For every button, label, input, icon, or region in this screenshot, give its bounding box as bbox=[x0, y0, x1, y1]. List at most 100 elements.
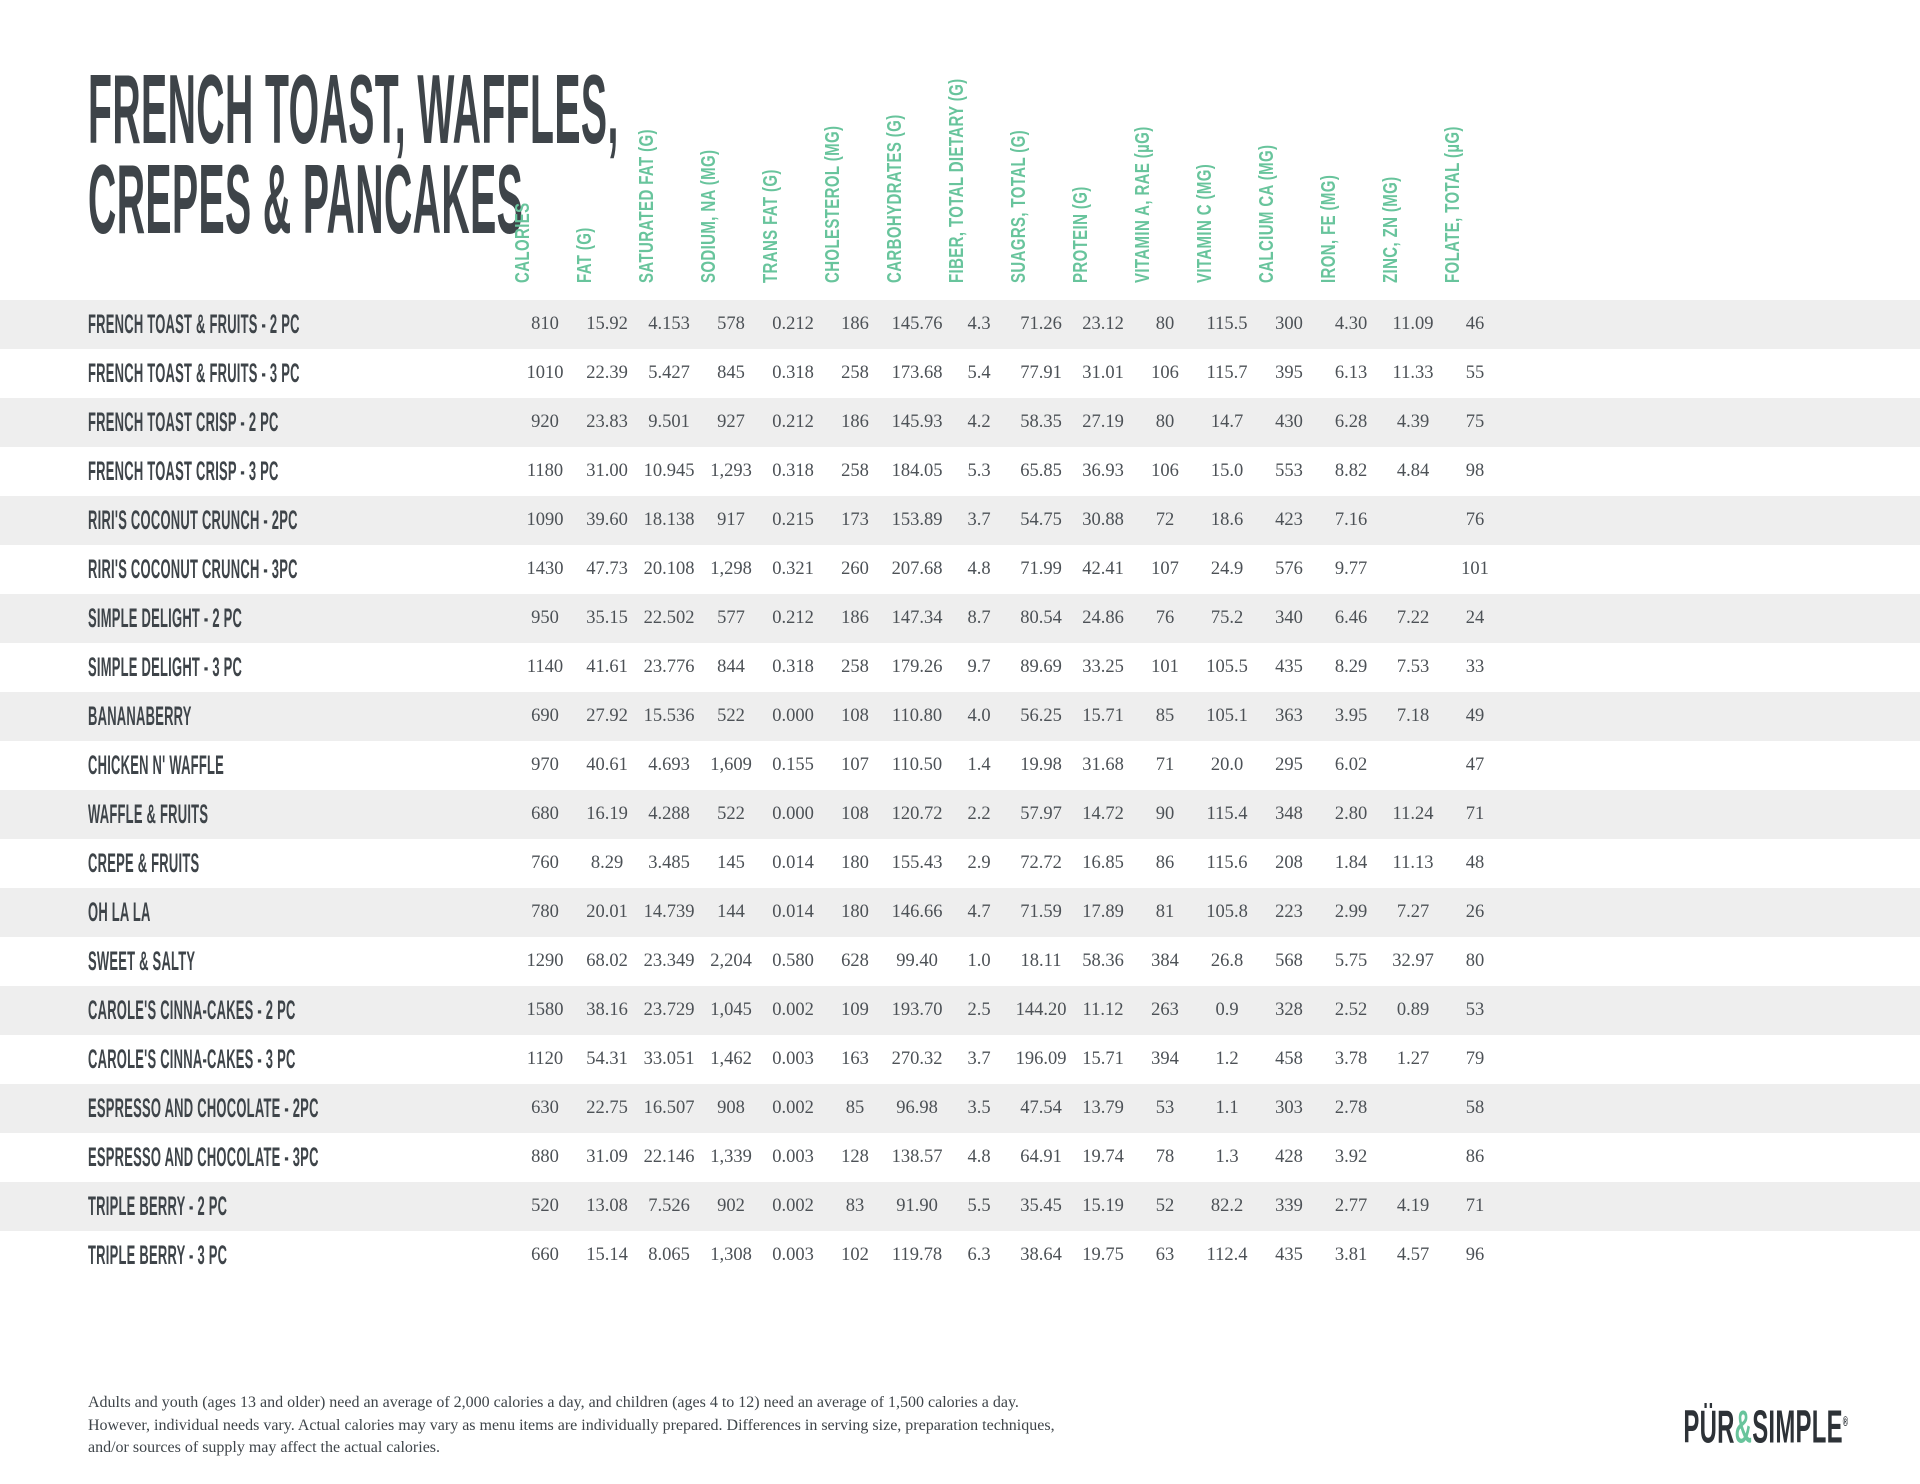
nutrition-value-cell: 38.64 bbox=[1020, 1245, 1062, 1265]
nutrition-value-cell: 20.01 bbox=[586, 902, 628, 922]
nutrition-value-cell: 207.68 bbox=[891, 559, 943, 579]
nutrition-value-cell: 1,308 bbox=[710, 1245, 752, 1265]
nutrition-value-cell: 52 bbox=[1155, 1196, 1175, 1216]
menu-item-name: FRENCH TOAST CRISP - 2 PC bbox=[0, 407, 514, 438]
nutrition-value-cell: 0.212 bbox=[772, 412, 814, 432]
table-row: FRENCH TOAST CRISP - 2 PC 920 23.83 9.501 92… bbox=[0, 398, 1920, 447]
nutrition-value-cell: 33.25 bbox=[1082, 657, 1124, 677]
column-header-label: FOLATE, TOTAL (µG) bbox=[1442, 126, 1464, 283]
nutrition-value-cell: 295 bbox=[1275, 755, 1303, 775]
menu-item-name: ESPRESSO AND CHOCOLATE - 3PC bbox=[0, 1142, 514, 1173]
menu-item-name: CHICKEN N' WAFFLE bbox=[0, 750, 514, 781]
nutrition-value-cell: 58 bbox=[1465, 1098, 1485, 1118]
nutrition-value-cell: 16.19 bbox=[586, 804, 628, 824]
nutrition-value-cell: 1120 bbox=[526, 1049, 564, 1069]
menu-item-name-text: CAROLE'S CINNA-CAKES - 3 PC bbox=[88, 1044, 296, 1074]
nutrition-value-cell: 110.80 bbox=[891, 706, 943, 726]
menu-item-name-text: TRIPLE BERRY - 3 PC bbox=[88, 1240, 228, 1270]
nutrition-value-cell: 348 bbox=[1275, 804, 1303, 824]
nutrition-value-cell: 54.75 bbox=[1020, 510, 1062, 530]
brand-logo: PÜR&SIMPLE® bbox=[1683, 1398, 1848, 1449]
nutrition-value-cell: 4.7 bbox=[967, 902, 991, 922]
nutrition-value-cell: 138.57 bbox=[891, 1147, 943, 1167]
nutrition-value-cell: 258 bbox=[841, 461, 869, 481]
page-title: FRENCH TOAST, WAFFLES, CREPES & PANCAKES bbox=[88, 60, 619, 248]
table-body: FRENCH TOAST & FRUITS - 2 PC 810 15.92 4.15… bbox=[0, 300, 1920, 1280]
menu-item-name: FRENCH TOAST & FRUITS - 3 PC bbox=[0, 358, 514, 389]
nutrition-value-cell: 3.5 bbox=[967, 1098, 991, 1118]
nutrition-value-cell: 0.000 bbox=[772, 804, 814, 824]
column-header-cell: TRANS FAT (G) bbox=[760, 56, 824, 283]
nutrition-value-cell: 430 bbox=[1275, 412, 1303, 432]
nutrition-value-cell: 328 bbox=[1275, 1000, 1303, 1020]
nutrition-value-cell: 1.0 bbox=[967, 951, 991, 971]
nutrition-value-cell: 0.002 bbox=[772, 1196, 814, 1216]
nutrition-value-cell: 927 bbox=[717, 412, 745, 432]
nutrition-value-cell: 23.776 bbox=[643, 657, 695, 677]
nutrition-value-cell: 98 bbox=[1465, 461, 1485, 481]
nutrition-value-cell: 147.34 bbox=[891, 608, 943, 628]
nutrition-value-cell: 96 bbox=[1465, 1245, 1485, 1265]
nutrition-value-cell: 22.146 bbox=[643, 1147, 695, 1167]
nutrition-value-cell: 522 bbox=[717, 706, 745, 726]
nutrition-value-cell: 193.70 bbox=[891, 1000, 943, 1020]
menu-item-name-text: FRENCH TOAST CRISP - 2 PC bbox=[88, 407, 279, 437]
nutrition-value-cell: 2.52 bbox=[1334, 1000, 1368, 1020]
nutrition-value-cell: 48 bbox=[1465, 853, 1485, 873]
nutrition-value-cell: 24.86 bbox=[1082, 608, 1124, 628]
nutrition-value-cell: 55 bbox=[1465, 363, 1485, 383]
brand-logo-pur: PÜR bbox=[1682, 1400, 1735, 1453]
table-row: SWEET & SALTY 1290 68.02 23.349 2,204 0.580 62… bbox=[0, 937, 1920, 986]
nutrition-value-cell: 4.39 bbox=[1396, 412, 1430, 432]
nutrition-value-cell: 107 bbox=[1151, 559, 1179, 579]
menu-item-name: ESPRESSO AND CHOCOLATE - 2PC bbox=[0, 1093, 514, 1124]
nutrition-value-cell: 17.89 bbox=[1082, 902, 1124, 922]
column-header-label: CARBOHYDRATES (G) bbox=[884, 114, 906, 283]
calorie-disclaimer: Adults and youth (ages 13 and older) nee… bbox=[88, 1394, 1055, 1457]
menu-item-name: FRENCH TOAST & FRUITS - 2 PC bbox=[0, 309, 514, 340]
nutrition-value-cell: 106 bbox=[1151, 363, 1179, 383]
nutrition-value-cell: 880 bbox=[531, 1147, 559, 1167]
nutrition-value-cell: 47.54 bbox=[1020, 1098, 1062, 1118]
nutrition-value-cell: 71.26 bbox=[1020, 314, 1062, 334]
nutrition-value-cell: 0.318 bbox=[772, 363, 814, 383]
menu-item-name: SIMPLE DELIGHT - 2 PC bbox=[0, 603, 514, 634]
column-header-cell: FAT (G) bbox=[574, 56, 638, 283]
nutrition-value-cell: 1580 bbox=[526, 1000, 564, 1020]
nutrition-value-cell: 0.014 bbox=[772, 902, 814, 922]
nutrition-value-cell: 16.507 bbox=[643, 1098, 695, 1118]
nutrition-value-cell: 4.8 bbox=[967, 1147, 991, 1167]
nutrition-value-cell: 394 bbox=[1151, 1049, 1179, 1069]
nutrition-value-cell: 186 bbox=[841, 412, 869, 432]
menu-item-name-text: ESPRESSO AND CHOCOLATE - 3PC bbox=[88, 1142, 319, 1172]
nutrition-value-cell: 8.29 bbox=[590, 853, 624, 873]
nutrition-value-cell: 553 bbox=[1275, 461, 1303, 481]
nutrition-value-cell: 71 bbox=[1155, 755, 1175, 775]
nutrition-value-cell: 115.4 bbox=[1206, 804, 1248, 824]
nutrition-value-cell: 46 bbox=[1465, 314, 1485, 334]
nutrition-value-cell: 110.50 bbox=[891, 755, 943, 775]
menu-item-name: RIRI'S COCONUT CRUNCH - 2PC bbox=[0, 505, 514, 536]
nutrition-value-cell: 340 bbox=[1275, 608, 1303, 628]
nutrition-value-cell: 0.014 bbox=[772, 853, 814, 873]
column-header-cell: SATURATED FAT (G) bbox=[636, 56, 700, 283]
nutrition-value-cell: 760 bbox=[531, 853, 559, 873]
column-header-cell: CALORIES bbox=[512, 56, 576, 283]
nutrition-value-cell: 0.003 bbox=[772, 1147, 814, 1167]
nutrition-value-cell: 7.526 bbox=[648, 1196, 690, 1216]
nutrition-value-cell: 577 bbox=[717, 608, 745, 628]
nutrition-value-cell: 0.318 bbox=[772, 657, 814, 677]
nutrition-value-cell: 128 bbox=[841, 1147, 869, 1167]
menu-item-name-text: SWEET & SALTY bbox=[88, 946, 196, 976]
nutrition-value-cell: 7.53 bbox=[1396, 657, 1430, 677]
nutrition-value-cell: 31.68 bbox=[1082, 755, 1124, 775]
nutrition-value-cell: 5.427 bbox=[648, 363, 690, 383]
column-header-label: CHOLESTEROL (MG) bbox=[822, 125, 844, 283]
nutrition-value-cell: 520 bbox=[531, 1196, 559, 1216]
nutrition-value-cell: 47 bbox=[1465, 755, 1485, 775]
column-header-cell: VITAMIN A, RAE (µG) bbox=[1132, 56, 1196, 283]
nutrition-value-cell: 26 bbox=[1465, 902, 1485, 922]
nutrition-value-cell: 153.89 bbox=[891, 510, 943, 530]
nutrition-value-cell: 77.91 bbox=[1020, 363, 1062, 383]
nutrition-value-cell: 576 bbox=[1275, 559, 1303, 579]
